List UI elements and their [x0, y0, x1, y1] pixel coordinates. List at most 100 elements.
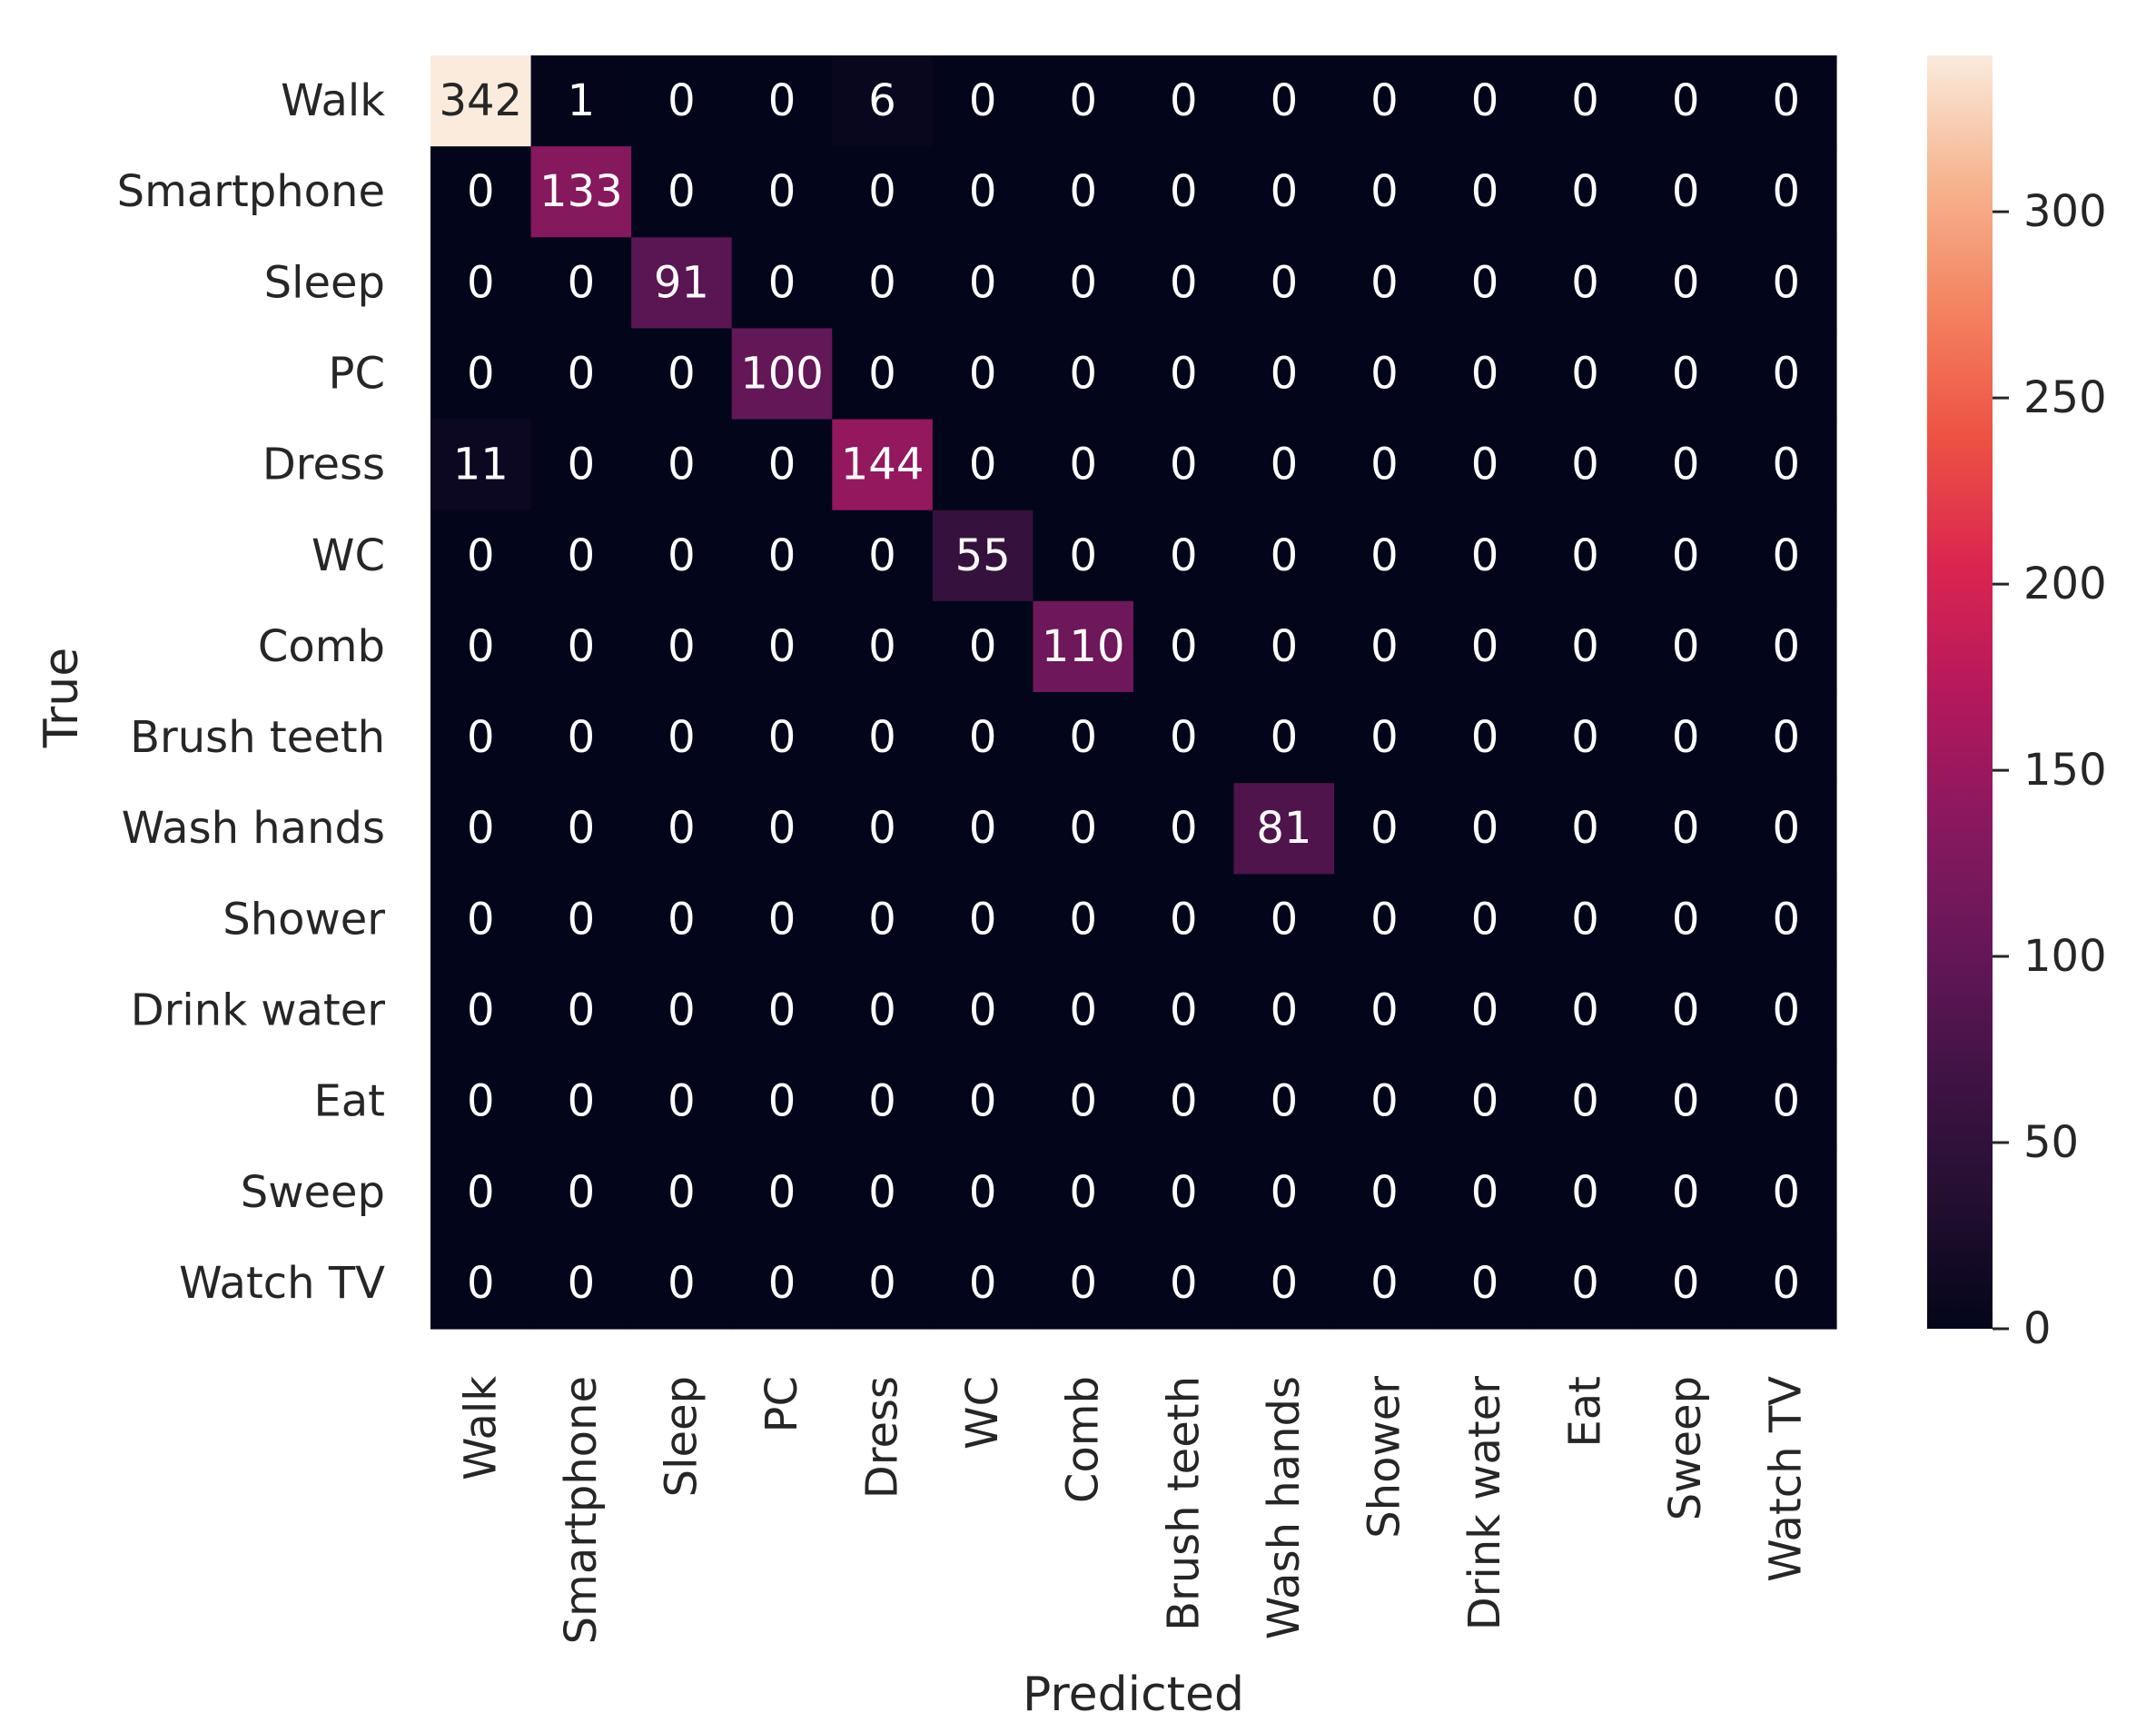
cell-value-label: 0 — [868, 257, 896, 308]
cell-value-label: 11 — [453, 440, 509, 490]
cell-value-label: 0 — [1370, 257, 1399, 308]
y-tick-label: Wash hands — [122, 803, 385, 854]
heatmap-cell — [1233, 510, 1335, 602]
heatmap-cell — [1133, 1146, 1235, 1239]
cell-value-label: 0 — [1772, 712, 1800, 763]
colorbar-tick-label: 300 — [2023, 186, 2107, 237]
cell-value-label: 0 — [668, 803, 696, 854]
cell-value-label: 0 — [768, 712, 796, 763]
cell-value-label: 0 — [1069, 166, 1097, 217]
cell-value-label: 0 — [1069, 1076, 1097, 1127]
cell-value-label: 0 — [1471, 985, 1499, 1036]
cell-value-label: 0 — [1471, 712, 1499, 763]
heatmap-cell — [1434, 874, 1536, 966]
cell-value-label: 0 — [1069, 894, 1097, 945]
heatmap-cell — [430, 510, 532, 602]
heatmap-cell — [832, 328, 934, 421]
cell-value-label: 0 — [1271, 985, 1299, 1036]
heatmap-cell — [1033, 600, 1134, 693]
heatmap-cell — [1635, 783, 1737, 875]
heatmap-cell — [1133, 874, 1235, 966]
heatmap-cell — [1233, 237, 1335, 330]
heatmap-cell — [1635, 692, 1737, 784]
cell-value-label: 0 — [768, 440, 796, 490]
heatmap-cell — [1334, 328, 1436, 421]
cell-value-label: 0 — [969, 712, 997, 763]
heatmap-cell — [1334, 1237, 1436, 1330]
heatmap-cell — [1434, 146, 1536, 238]
cell-value-label: 0 — [1571, 257, 1599, 308]
heatmap-cell — [530, 510, 632, 602]
heatmap-cell — [631, 600, 733, 693]
heatmap-cell — [731, 600, 833, 693]
heatmap-cell — [1635, 874, 1737, 966]
heatmap-cell — [1233, 692, 1335, 784]
heatmap-cell — [430, 874, 532, 966]
cell-value-label: 0 — [1471, 257, 1499, 308]
cell-value-label: 0 — [1069, 349, 1097, 400]
cell-value-label: 0 — [868, 530, 896, 581]
cell-value-label: 0 — [969, 1258, 997, 1309]
heatmap-cell — [832, 692, 934, 784]
cell-value-label: 0 — [1271, 349, 1299, 400]
cell-value-label: 0 — [1571, 985, 1599, 1036]
cell-value-label: 0 — [1370, 530, 1399, 581]
cell-value-label: 0 — [668, 621, 696, 672]
cell-value-label: 0 — [868, 166, 896, 217]
heatmap-cell — [932, 692, 1034, 784]
cell-value-label: 0 — [1370, 1258, 1399, 1309]
cell-value-label: 55 — [955, 530, 1011, 581]
cell-value-label: 6 — [868, 75, 896, 126]
heatmap-cell — [1233, 55, 1335, 147]
cell-value-label: 0 — [1271, 75, 1299, 126]
heatmap-cell — [1535, 783, 1637, 875]
heatmap-cell — [932, 1146, 1034, 1239]
cell-value-label: 0 — [868, 894, 896, 945]
cell-value-label: 0 — [768, 985, 796, 1036]
heatmap-cell — [1736, 1237, 1837, 1330]
y-tick-label: Sleep — [264, 257, 385, 308]
cell-value-label: 0 — [868, 803, 896, 854]
cell-value-label: 91 — [654, 257, 709, 308]
heatmap-cell — [1133, 510, 1235, 602]
cell-value-label: 0 — [568, 530, 596, 581]
cell-value-label: 0 — [969, 985, 997, 1036]
heatmap-cell — [1233, 146, 1335, 238]
cell-value-label: 0 — [1271, 621, 1299, 672]
heatmap-cell — [1233, 1146, 1335, 1239]
heatmap-cell — [631, 1237, 733, 1330]
heatmap-cell — [1033, 1146, 1134, 1239]
y-tick-label: Brush teeth — [130, 712, 385, 763]
colorbar-tick-label: 250 — [2023, 372, 2107, 423]
cell-value-label: 0 — [1571, 75, 1599, 126]
cell-value-label: 0 — [1370, 1076, 1399, 1127]
heatmap-cell — [832, 55, 934, 147]
cell-value-label: 0 — [969, 1167, 997, 1218]
heatmap-cell — [631, 1146, 733, 1239]
heatmap-cell — [1233, 874, 1335, 966]
cell-value-label: 0 — [568, 257, 596, 308]
heatmap-cell — [530, 1146, 632, 1239]
heatmap-cell — [1334, 1055, 1436, 1148]
cell-value-label: 0 — [568, 621, 596, 672]
cell-value-label: 0 — [1672, 803, 1700, 854]
cell-value-label: 0 — [1370, 75, 1399, 126]
heatmap-cell — [1334, 692, 1436, 784]
heatmap-cell — [1334, 146, 1436, 238]
cell-value-label: 0 — [768, 1167, 796, 1218]
heatmap-cell — [832, 510, 934, 602]
heatmap-cell — [631, 146, 733, 238]
cell-value-label: 0 — [868, 349, 896, 400]
heatmap-cell — [1233, 1055, 1335, 1148]
heatmap-cell — [1535, 419, 1637, 511]
cell-value-label: 0 — [1772, 349, 1800, 400]
cell-value-label: 0 — [969, 621, 997, 672]
cell-value-label: 0 — [1571, 1167, 1599, 1218]
cell-value-label: 0 — [768, 530, 796, 581]
cell-value-label: 144 — [841, 440, 925, 490]
cell-value-label: 0 — [1471, 803, 1499, 854]
cell-value-label: 0 — [668, 166, 696, 217]
cell-value-label: 0 — [1271, 1258, 1299, 1309]
cell-value-label: 0 — [969, 803, 997, 854]
cell-value-label: 0 — [768, 1258, 796, 1309]
